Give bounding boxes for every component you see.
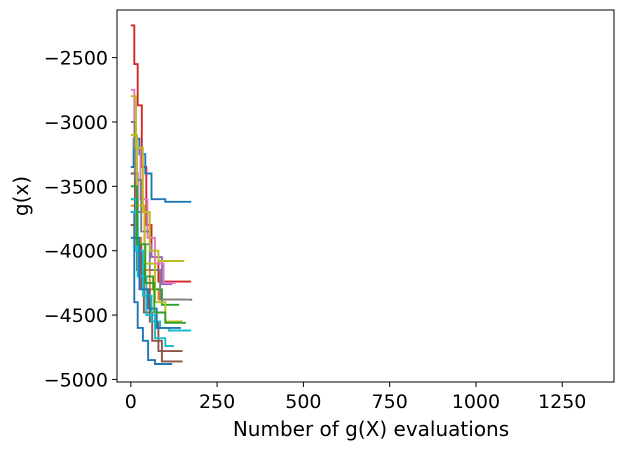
x-axis-ticks: 0 250 500 750 1000 1250: [125, 382, 586, 413]
x-tick-label: 500: [285, 391, 321, 413]
x-axis-label: Number of g(X) evaluations: [233, 417, 509, 441]
series-line-16: [130, 185, 186, 324]
y-tick-label: −3500: [44, 176, 108, 198]
y-axis-ticks: −5000 −4500 −4000 −3500 −3000 −2500: [44, 48, 117, 391]
y-axis-label: g(x): [9, 176, 33, 216]
y-tick-label: −2500: [44, 48, 108, 70]
y-tick-label: −4500: [44, 305, 108, 327]
y-tick-label: −4000: [44, 241, 108, 263]
series-line-3: [130, 211, 173, 365]
x-tick-label: 1000: [452, 391, 500, 413]
plot-frame: [116, 9, 615, 383]
series-line-15: [130, 236, 181, 329]
y-tick-label: −5000: [44, 369, 108, 391]
x-tick-label: 250: [199, 391, 235, 413]
y-tick-label: −3000: [44, 112, 108, 134]
x-tick-label: 0: [125, 391, 137, 413]
x-tick-label: 1250: [538, 391, 586, 413]
series-line-11: [130, 95, 185, 262]
plot-lines: [130, 24, 193, 365]
x-tick-label: 750: [372, 391, 408, 413]
